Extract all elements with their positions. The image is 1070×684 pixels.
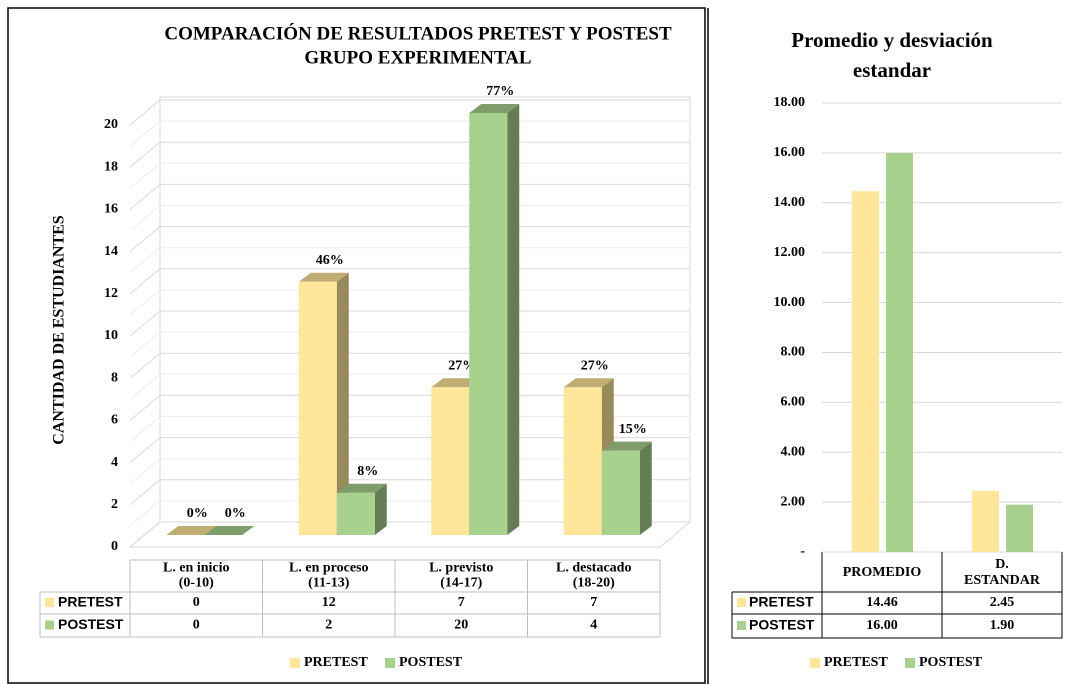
table-cell: 2 [325,618,332,633]
bar [601,450,640,535]
table-swatch [737,598,746,607]
y-tick-label: 14.00 [774,195,806,210]
table-cell: 1.90 [990,618,1015,633]
y-tick-label: 0 [111,539,118,554]
y-tick-label: 16.00 [774,145,806,160]
x-tick-label: D. ESTANDAR [964,557,1041,588]
table-cell: 4 [590,618,597,633]
data-label: 0% [187,506,208,521]
bar [886,152,913,552]
x-tick-label: L. destacado (18-20) [556,561,631,591]
bar-top [431,378,482,388]
x-tick-label: PROMEDIO [843,565,922,580]
table-cell: 0 [193,595,200,610]
bar [1006,504,1033,552]
table-swatch [45,620,54,630]
table-swatch [45,598,54,607]
grid-line [129,99,690,126]
data-label: 27% [581,359,609,374]
y-tick-label: 12.00 [774,245,806,260]
table-row-label: POSTEST [749,617,815,633]
bar [469,113,508,535]
bar [852,191,879,552]
y-tick-label: 14 [104,244,118,259]
legend-swatch [290,658,300,668]
x-tick-label: L. previsto (14-17) [429,561,493,591]
legend-label: POSTEST [399,655,463,670]
data-label: 77% [486,84,514,99]
bar-side [336,272,349,535]
table-cell: 7 [458,595,465,610]
data-label: 46% [316,253,344,268]
y-tick-label: 6.00 [781,395,806,410]
bar-top [336,483,387,493]
left-frame [7,7,706,684]
y-tick-label: 8.00 [781,345,806,360]
y-tick-label: 2.00 [781,494,806,509]
bar [431,387,470,535]
table-cell: 7 [590,595,597,610]
table-row-label: POSTEST [58,616,124,632]
table-cell: 16.00 [866,618,898,633]
y-tick-label: 2 [111,497,118,512]
bar-side [374,483,387,535]
table-cell: 2.45 [990,595,1015,610]
table-cell: 0 [193,618,200,633]
data-label: 8% [357,464,378,479]
legend-label: PRETEST [304,655,368,670]
y-tick-label: 16 [104,202,118,217]
bar-top [204,526,255,535]
y-tick-label: 20 [104,117,118,132]
legend-swatch [905,658,915,668]
table-cell: 20 [454,618,468,633]
bar-side [507,104,520,535]
y-tick-label: 12 [104,286,118,301]
chart-title: COMPARACIÓN DE RESULTADOS PRETEST Y POST… [164,22,672,44]
bar-top [298,272,349,282]
y-tick-label: 6 [111,413,118,428]
y-tick-label: 10 [104,328,118,343]
chart-title: Promedio y desviación estandar [791,28,993,82]
bar [336,492,375,535]
table-cell: 12 [322,595,336,610]
y-tick-label: 10.00 [774,295,806,310]
legend-label: POSTEST [919,655,983,670]
legend-swatch [385,658,395,668]
table-row-label: PRETEST [58,594,123,610]
bar [563,387,602,535]
table-swatch [737,621,746,630]
bar [972,490,999,552]
y-tick-label: 4 [111,455,118,470]
bar-top [563,378,614,388]
x-tick-label: L. en inicio (0-10) [163,561,230,591]
legend-swatch [810,658,820,668]
bar-top [601,441,652,451]
data-label: 0% [225,506,246,521]
legend-label: PRETEST [824,655,888,670]
chart-subtitle: GRUPO EXPERIMENTAL [304,47,531,68]
bar-side [639,441,652,535]
bar [298,281,337,535]
y-tick-label: 8 [111,370,118,385]
y-tick-label: 18.00 [774,95,806,110]
y-tick-label: 4.00 [781,444,806,459]
y-axis-label: CANTIDAD DE ESTUDIANTES [51,215,68,444]
table-row-label: PRETEST [749,594,814,610]
x-tick-label: L. en proceso (11-13) [289,561,368,591]
bar-top [166,526,217,535]
y-tick-label: 18 [104,159,118,174]
table-cell: 14.46 [866,595,898,610]
data-label: 15% [619,422,647,437]
y-tick-label: - [800,544,805,559]
bar-top [469,104,520,113]
